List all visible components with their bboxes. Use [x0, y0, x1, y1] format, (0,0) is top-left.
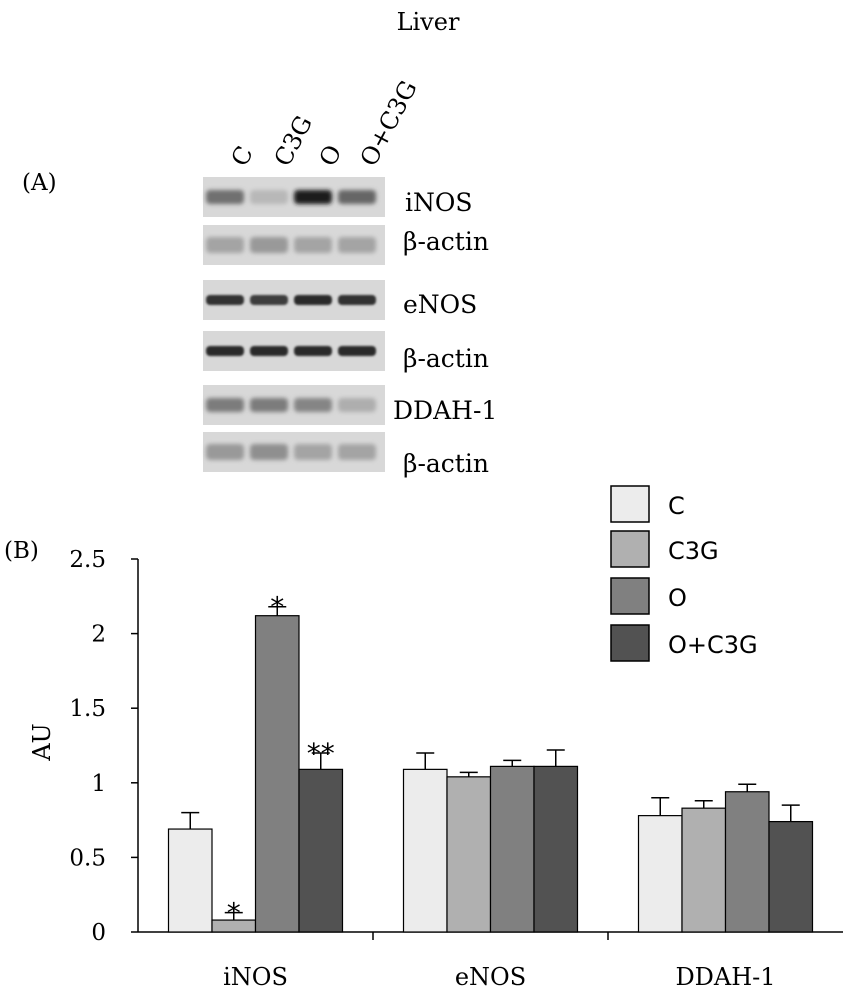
blot-band [338, 346, 376, 356]
y-tick-label: 1.5 [69, 696, 106, 722]
y-tick-label: 1 [91, 771, 106, 797]
blot-label-ddah-1: DDAH-1 [393, 396, 497, 425]
lane-label-c3g: C3G [269, 111, 319, 171]
legend-swatch [610, 624, 650, 662]
y-tick-label: 2.5 [69, 547, 106, 573]
significance-marker: ** [307, 737, 335, 770]
y-tick-label: 2 [91, 622, 106, 648]
bar-o-c3g-inos [298, 768, 344, 933]
blot-band [294, 346, 332, 356]
blot-strip-3: β-actin [203, 331, 489, 373]
legend-swatch [610, 530, 650, 568]
blot-band [250, 398, 288, 412]
blot-band [250, 190, 288, 204]
y-tick-label: 0 [91, 920, 106, 946]
blot-band [338, 295, 376, 305]
bar-c-ddah-1 [637, 815, 683, 933]
blot-strips: iNOS β-actin eNOS β-actin DDAH-1 β-actin [203, 177, 497, 478]
legend-label: C [668, 492, 685, 520]
blot-band [206, 190, 244, 204]
bar-o-inos [254, 615, 300, 933]
legend-item-o-c3g: O+C3G [610, 624, 758, 662]
y-tick-label: 0.5 [69, 845, 106, 871]
blot-band [250, 346, 288, 356]
blot-band [250, 295, 288, 305]
legend-label: O [668, 584, 687, 612]
blot-label-inos: iNOS [405, 188, 473, 217]
blot-band [338, 398, 376, 412]
lane-label-o-c3g: O+C3G [355, 76, 423, 171]
blot-band [338, 190, 376, 204]
y-axis-title: AU [28, 723, 56, 762]
x-tick-label-ddah-1: DDAH-1 [675, 963, 775, 991]
blot-strip-4: DDAH-1 [203, 385, 497, 425]
blot-label-enos: eNOS [403, 290, 477, 319]
legend-label: C3G [668, 537, 719, 565]
blot-strip-1: β-actin [203, 225, 489, 265]
bar-c3g-ddah-1 [681, 807, 727, 933]
blot-band [338, 444, 376, 460]
blot-strip-5: β-actin [203, 432, 489, 478]
blot-strip-2: eNOS [203, 280, 477, 320]
blot-label-beta-actin: β-actin [403, 449, 489, 478]
legend-label: O+C3G [668, 631, 758, 659]
x-tick-label-inos: iNOS [223, 963, 288, 991]
legend-item-c: C [610, 485, 685, 523]
blot-band [250, 444, 288, 460]
blot-strip-0: iNOS [203, 177, 473, 217]
bar-o-ddah-1 [724, 791, 770, 933]
blot-band [206, 237, 244, 253]
legend-item-c3g: C3G [610, 530, 719, 568]
significance-marker: * [270, 591, 284, 624]
blot-band [338, 237, 376, 253]
blot-band [294, 295, 332, 305]
bar-o-enos [489, 765, 535, 933]
blot-band [250, 237, 288, 253]
blot-label-beta-actin: β-actin [403, 344, 489, 373]
blot-band [206, 295, 244, 305]
blot-band [294, 190, 332, 204]
blot-label-beta-actin: β-actin [403, 227, 489, 256]
blot-band [294, 398, 332, 412]
legend: C C3G O O+C3G [610, 485, 758, 662]
bar-c3g-enos [446, 776, 492, 933]
x-tick-label-enos: eNOS [455, 963, 526, 991]
bar-o-c3g-enos [533, 765, 579, 933]
blot-band [294, 444, 332, 460]
panel-b-label: (B) [4, 538, 39, 564]
bar-c-enos [402, 768, 448, 933]
chart-bars: **** [167, 591, 814, 933]
legend-swatch [610, 485, 650, 523]
lane-label-o: O [314, 140, 348, 171]
panel-a-title: Liver [397, 8, 460, 36]
bar-c-inos [167, 828, 213, 933]
bar-o-c3g-ddah-1 [768, 820, 814, 933]
blot-band [206, 346, 244, 356]
chart-axes: 0 0.5 1 1.5 2 2.5 iNOS eNOS DDAH-1 [69, 547, 843, 991]
panel-a-label: (A) [22, 170, 57, 196]
blot-band [206, 398, 244, 412]
blot-band [294, 237, 332, 253]
legend-item-o: O [610, 577, 687, 615]
lane-label-c: C [226, 141, 259, 170]
legend-swatch [610, 577, 650, 615]
blot-band [206, 444, 244, 460]
significance-marker: * [227, 897, 241, 930]
